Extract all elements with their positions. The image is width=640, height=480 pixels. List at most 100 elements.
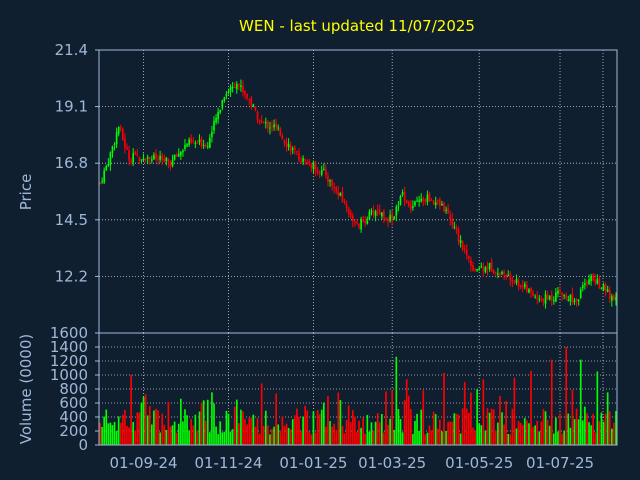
candle-body — [283, 140, 286, 144]
volume-bar — [250, 417, 253, 445]
volume-bar — [354, 416, 356, 445]
candle-body — [279, 128, 282, 136]
candle-body — [571, 293, 574, 303]
candle-body — [204, 144, 207, 147]
volume-bar — [337, 392, 340, 445]
candle-body — [320, 170, 323, 175]
volume-bar — [180, 398, 182, 445]
volume-bar — [571, 389, 574, 445]
volume-bar — [546, 419, 549, 445]
candle-body — [153, 154, 155, 160]
volume-bar — [521, 424, 524, 445]
candle-body — [314, 161, 317, 172]
volume-bar — [275, 393, 277, 445]
volume-bar — [300, 431, 302, 445]
volume-bar — [132, 422, 135, 445]
volume-tick-label: 0 — [78, 436, 88, 454]
volume-bar — [115, 430, 118, 445]
candle-body — [573, 300, 576, 302]
candle-body — [397, 205, 400, 207]
volume-bar — [211, 392, 213, 445]
price-candles — [99, 79, 617, 309]
candle-body — [354, 220, 356, 222]
volume-bar — [238, 423, 240, 445]
candle-body — [613, 294, 615, 300]
candle-body — [567, 299, 570, 301]
candle-body — [285, 142, 288, 146]
candle-body — [192, 140, 195, 142]
volume-bar — [432, 411, 435, 445]
candle-body — [584, 283, 586, 286]
candle-body — [217, 111, 219, 120]
candle-body — [420, 198, 423, 202]
volume-bar — [320, 409, 323, 445]
candle-body — [211, 131, 213, 138]
candle-body — [600, 288, 603, 290]
candle-body — [177, 153, 180, 157]
candle-body — [308, 161, 311, 165]
candle-body — [511, 279, 514, 282]
candle-body — [403, 192, 406, 201]
candle-body — [374, 211, 377, 217]
candle-body — [497, 273, 499, 275]
volume-bar — [136, 412, 139, 445]
volume-bar — [316, 410, 319, 445]
candle-body — [194, 142, 197, 144]
candle-body — [606, 289, 609, 292]
volume-bar — [194, 414, 197, 445]
candle-body — [115, 132, 118, 145]
candle-body — [484, 266, 487, 273]
candle-body — [99, 182, 101, 184]
volume-bar — [217, 434, 219, 445]
candle-body — [103, 170, 106, 183]
candle-body — [538, 298, 541, 300]
candle-body — [219, 109, 222, 113]
candle-body — [370, 210, 373, 212]
volume-tick-label: 800 — [59, 380, 88, 398]
candle-body — [345, 203, 348, 208]
volume-tick-label: 1000 — [50, 366, 88, 384]
candle-body — [468, 255, 470, 259]
volume-bar — [602, 421, 605, 445]
volume-bar — [171, 425, 174, 445]
volume-tick-label: 400 — [59, 408, 88, 426]
volume-bar — [262, 425, 265, 445]
volume-bar — [550, 359, 553, 445]
candle-body — [225, 93, 228, 97]
volume-bar — [418, 430, 420, 445]
candle-body — [169, 161, 172, 166]
candle-body — [258, 119, 261, 122]
candle-body — [277, 127, 280, 129]
volume-bar — [271, 428, 273, 445]
candle-body — [436, 200, 439, 202]
volume-bar — [233, 406, 236, 445]
candle-body — [101, 180, 103, 182]
volume-bar — [594, 432, 597, 445]
candle-body — [528, 289, 530, 293]
candle-body — [235, 83, 238, 90]
candle-body — [503, 271, 505, 275]
volume-bar — [494, 430, 497, 445]
volume-bar — [530, 370, 532, 445]
volume-bar — [468, 412, 470, 445]
volume-bar — [606, 392, 609, 445]
volume-bar — [177, 423, 180, 445]
candle-body — [333, 187, 336, 189]
candle-body — [264, 122, 267, 124]
volume-bar — [399, 419, 402, 445]
volume-bar — [414, 420, 416, 445]
volume-bar — [441, 431, 443, 445]
volume-bar — [153, 410, 155, 445]
volume-bar — [335, 429, 338, 445]
volume-bar — [364, 433, 367, 445]
volume-bar — [349, 421, 352, 445]
candle-body — [233, 86, 236, 88]
price-tick-label: 16.8 — [55, 154, 88, 172]
candle-body — [329, 180, 331, 182]
price-axis-label: Price — [17, 174, 35, 211]
candle-body — [416, 200, 418, 202]
volume-bar — [113, 421, 116, 445]
volume-bar — [544, 411, 547, 445]
candle-body — [368, 211, 371, 220]
volume-bar — [584, 406, 586, 445]
